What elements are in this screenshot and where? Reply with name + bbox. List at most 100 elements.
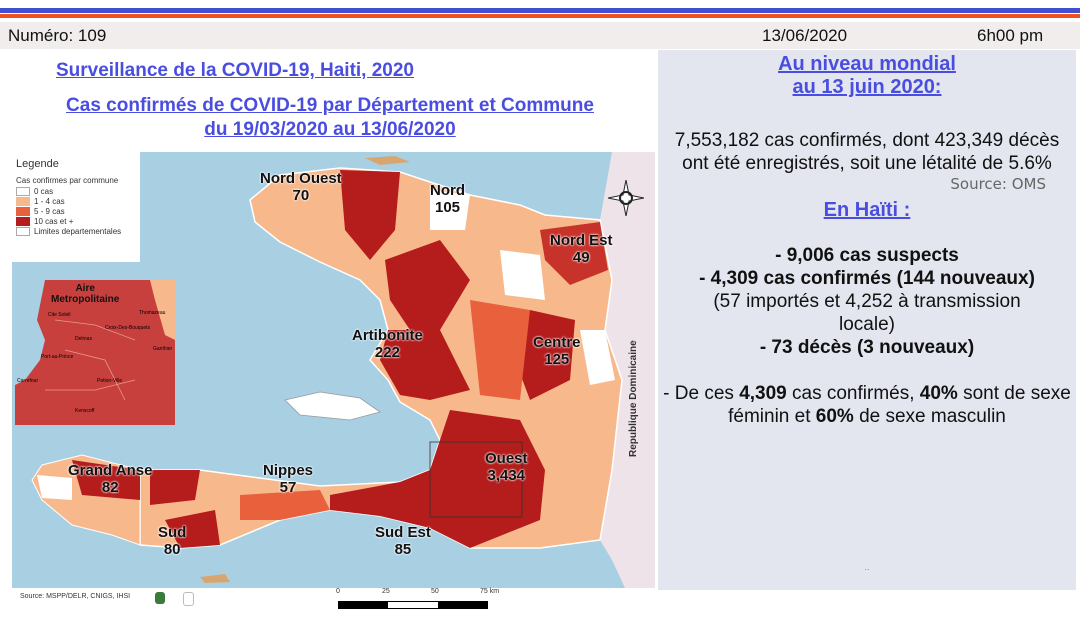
- inset-title-line2: Metropolitaine: [51, 294, 120, 305]
- gender-text: cas confirmés,: [786, 383, 920, 404]
- zone-zero-cases-nord: [430, 190, 470, 230]
- dept-label-nord: Nord 105: [430, 182, 465, 216]
- tortue-island: [365, 156, 410, 165]
- legend-item-3: 10 cas et +: [16, 217, 140, 227]
- gender-text: - De ces: [663, 383, 740, 404]
- zone-nippes: [240, 490, 330, 520]
- dept-name: Nord Ouest: [260, 170, 342, 187]
- dept-cases: 70: [292, 187, 310, 204]
- inset-commune: Cite Soleil: [48, 312, 71, 318]
- legend-label: 1 - 4 cas: [34, 197, 65, 206]
- dept-cases: 125: [544, 351, 570, 368]
- gender-total: 4,309: [739, 383, 787, 404]
- zone-grand-anse: [150, 470, 200, 505]
- inset-commune: Petion-Ville: [97, 378, 123, 384]
- zone-grand-anse-west: [72, 460, 140, 500]
- institution-logo-icon: [183, 592, 194, 606]
- zone-ouest: [330, 410, 545, 548]
- inset-commune-lines: [45, 319, 136, 401]
- dept-name: Nord Est: [550, 232, 613, 249]
- zone-centre: [515, 310, 575, 400]
- inset-title: Aire Metropolitaine: [51, 283, 119, 305]
- map-source: Source: MSPP/DELR, CNIGS, IHSI: [20, 593, 131, 600]
- blue-divider: [0, 8, 1080, 13]
- map-title: Cas confirmés de COVID-19 par Départemen…: [10, 94, 650, 142]
- haiti-confirmed: - 4,309 cas confirmés (144 nouveaux): [699, 268, 1035, 289]
- dept-name: Sud Est: [375, 524, 431, 541]
- world-heading: Au niveau mondial au 13 juin 2020:: [658, 53, 1076, 99]
- haiti-gender: - De ces 4,309 cas confirmés, 40% sont d…: [658, 382, 1076, 428]
- legend-item-4: Limites departementales: [16, 227, 140, 237]
- inset-svg: [15, 280, 175, 425]
- haiti-heading: En Haïti :: [823, 199, 911, 221]
- legend-swatch: [16, 217, 30, 227]
- dept-label-nord-ouest: Nord Ouest 70: [260, 170, 342, 204]
- legend-label: 5 - 9 cas: [34, 207, 65, 216]
- gender-female: 40%: [919, 383, 958, 404]
- vache-island: [200, 574, 230, 583]
- inset-sea: [15, 280, 45, 385]
- zone-centre-west: [470, 300, 530, 400]
- dept-label-artibonite: Artibonite 222: [352, 327, 423, 361]
- inset-commune: Croix-Des-Bouquets: [105, 325, 151, 331]
- dept-label-nord-est: Nord Est 49: [550, 232, 613, 266]
- top-banner: [0, 0, 1080, 10]
- neighbor-label: Republique Dominicaine: [628, 340, 639, 457]
- legend-subtitle: Cas confirmes par commune: [16, 176, 119, 185]
- dept-name: Nippes: [263, 462, 314, 479]
- inset-commune: Thomazeau: [139, 310, 166, 316]
- dept-cases: 85: [394, 541, 412, 558]
- legend-label: 10 cas et +: [34, 217, 74, 226]
- map-footer: Source: MSPP/DELR, CNIGS, IHSI 0 25 50 7…: [0, 588, 660, 621]
- dept-label-centre: Centre 125: [533, 334, 581, 368]
- footer-dots: ..: [864, 562, 870, 572]
- south-peninsula-west: [31, 454, 140, 546]
- inset-thomazeau: [150, 280, 175, 340]
- haiti-confirmed-detail: (57 importés et 4,252 à transmission loc…: [713, 291, 1021, 335]
- inset-commune: Ganthier: [153, 346, 173, 352]
- scale-tick: 75 km: [480, 588, 500, 595]
- zone-zero-cases-centre: [580, 330, 615, 385]
- haiti-coat-of-arms-icon: [155, 592, 165, 604]
- scale-tick: 0: [336, 588, 340, 595]
- zone-artibonite: [380, 330, 470, 400]
- scale-tick: 50: [431, 588, 439, 595]
- orange-divider: [0, 14, 1080, 18]
- dept-name: Grand Anse: [68, 462, 153, 479]
- dept-cases: 82: [101, 479, 119, 496]
- dept-name: Centre: [533, 334, 581, 351]
- haiti-map: Republique Dominicaine Nord Ouest 70 Nord…: [68, 152, 655, 588]
- inset-commune: Delmas: [75, 336, 92, 342]
- inset-commune: Kenscoff: [75, 408, 95, 414]
- zone-sud: [165, 510, 220, 548]
- inset-commune: Port-au-Prince: [41, 354, 74, 360]
- dept-cases: 49: [572, 249, 590, 266]
- gender-text: de sexe masculin: [853, 406, 1006, 427]
- dept-cases: 80: [163, 541, 181, 558]
- legend-swatch: [16, 197, 30, 207]
- world-heading-line1: Au niveau mondial: [778, 53, 956, 75]
- inset-extent-box: [429, 441, 523, 518]
- scale-tick: 25: [382, 588, 390, 595]
- zone-nord-est: [540, 222, 608, 285]
- dept-label-sud: Sud 80: [158, 524, 186, 558]
- world-source: Source: OMS: [950, 175, 1046, 193]
- bulletin-date: 13/06/2020: [762, 26, 848, 45]
- legend-item-1: 1 - 4 cas: [16, 197, 140, 207]
- info-row: Numéro: 109 13/06/2020 6h00 pm: [0, 22, 1080, 49]
- world-heading-line2: au 13 juin 2020:: [792, 76, 942, 98]
- gender-male: 60%: [815, 406, 854, 427]
- legend-swatch: [16, 207, 30, 217]
- legend-swatch: [16, 187, 30, 197]
- zone-nord-ouest: [340, 170, 400, 260]
- dept-name: Artibonite: [352, 327, 423, 344]
- haiti-suspects: - 9,006 cas suspects: [775, 245, 959, 266]
- legend-item-2: 5 - 9 cas: [16, 207, 140, 217]
- dept-label-nippes: Nippes 57: [263, 462, 313, 496]
- compass-rose-icon: [607, 179, 645, 217]
- dept-label-ouest: Ouest 3,434: [485, 450, 528, 484]
- legend-label: Limites departementales: [34, 227, 122, 236]
- zone-zero-cases-west: [37, 475, 72, 500]
- bulletin-time: 6h00 pm: [977, 26, 1044, 45]
- scale-bar: [338, 601, 488, 609]
